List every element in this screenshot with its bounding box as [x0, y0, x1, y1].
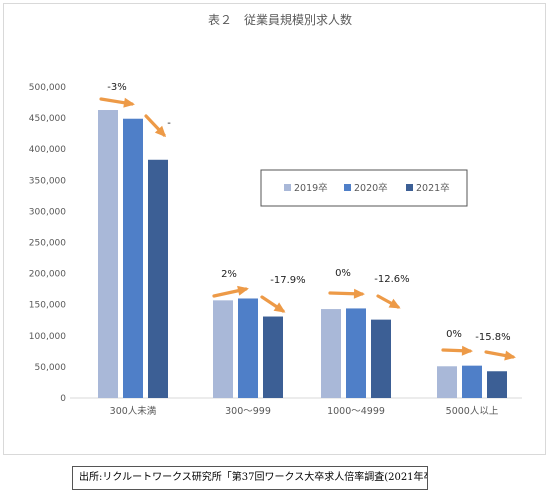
y-tick-label: 450,000	[29, 114, 66, 124]
x-category-label: 300～999	[225, 406, 271, 417]
change-arrow-head	[237, 285, 249, 296]
y-tick-label: 50,000	[35, 363, 67, 373]
legend-swatch	[344, 184, 351, 191]
change-label: -3%	[107, 82, 126, 93]
bar	[213, 300, 233, 398]
legend-swatch	[406, 184, 413, 191]
y-tick-label: 150,000	[29, 301, 66, 311]
bar	[98, 110, 118, 398]
x-category-label: 5000人以上	[446, 406, 499, 417]
source-note: 出所:リクルートワークス研究所「第37回ワークス大卒求人倍率調査(2021年卒)…	[72, 466, 428, 490]
change-label: 0%	[335, 268, 351, 279]
bar	[148, 159, 168, 398]
legend-label: 2020卒	[354, 182, 388, 194]
change-label: -17.9%	[270, 275, 305, 286]
y-tick-label: 300,000	[29, 207, 66, 217]
change-label: -12.6%	[374, 274, 409, 285]
change-arrow-head	[273, 302, 286, 313]
change-arrow-head	[461, 345, 473, 356]
legend-label: 2021卒	[416, 182, 450, 194]
change-label: 2%	[221, 269, 237, 280]
bar-chart: 表２ 従業員規模別求人数 0 50,000 100,000 150,000 200,000…	[29, 12, 522, 417]
legend-box	[260, 169, 468, 207]
x-category-label: 1000～4999	[327, 406, 385, 417]
x-category-label: 300人未満	[110, 405, 157, 417]
legend-swatch	[284, 184, 291, 191]
legend-label: 2019卒	[294, 182, 328, 194]
change-arrow-head	[388, 298, 401, 309]
change-arrow-head	[504, 350, 516, 361]
bar	[462, 365, 482, 398]
bar	[487, 371, 507, 398]
change-label: -	[167, 118, 171, 129]
bar	[123, 118, 143, 399]
y-tick-label: 500,000	[29, 83, 66, 93]
change-arrow-head	[353, 288, 365, 299]
bar	[321, 309, 341, 398]
change-label: -15.8%	[475, 332, 510, 343]
chart-title: 表２ 従業員規模別求人数	[208, 12, 352, 27]
y-tick-label: 350,000	[29, 176, 66, 186]
y-tick-label: 100,000	[29, 332, 66, 342]
y-tick-label: 400,000	[29, 145, 66, 155]
bar	[238, 298, 258, 398]
bar	[437, 366, 457, 398]
y-tick-label: 200,000	[29, 270, 66, 280]
y-tick-label: 250,000	[29, 239, 66, 249]
bar	[263, 316, 283, 398]
change-arrow-head	[123, 97, 135, 108]
y-tick-label: 0	[60, 394, 66, 404]
change-label: 0%	[446, 329, 462, 340]
change-arrow-head	[154, 125, 167, 138]
bar	[346, 308, 366, 398]
bar	[371, 319, 391, 398]
